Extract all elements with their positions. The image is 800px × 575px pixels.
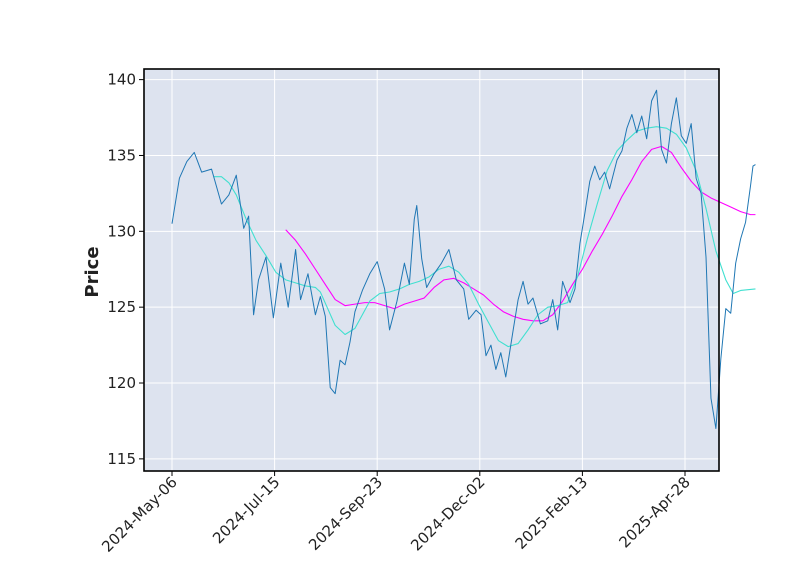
y-tick-label: 135 (107, 146, 136, 164)
y-axis-label: Price (82, 246, 103, 297)
price-line (171, 89, 756, 430)
x-tick-label: 2024-May-06 (98, 473, 181, 556)
y-axis: 115 120 125 130 135 140 (107, 71, 144, 468)
y-tick-label: 140 (107, 71, 136, 89)
plot-frame (143, 68, 720, 472)
x-tick-label: 2025-Feb-13 (512, 473, 592, 553)
grid (144, 69, 719, 471)
x-tick-label: 2024-Jul-15 (209, 473, 283, 547)
ma-long-line (285, 145, 756, 322)
x-axis: 2024-May-06 2024-Jul-15 2024-Sep-23 2024-De… (98, 471, 694, 556)
series-lines (171, 89, 756, 430)
x-tick-label: 2025-Apr-28 (616, 473, 694, 551)
y-tick-label: 125 (107, 298, 136, 316)
ma-short-line (214, 126, 756, 348)
y-tick-label: 120 (107, 374, 136, 392)
x-tick-label: 2024-Dec-02 (407, 473, 488, 554)
y-tick-label: 115 (107, 450, 136, 468)
x-tick-label: 2024-Sep-23 (305, 473, 386, 554)
plot-background (144, 69, 719, 471)
y-tick-label: 130 (107, 222, 136, 240)
